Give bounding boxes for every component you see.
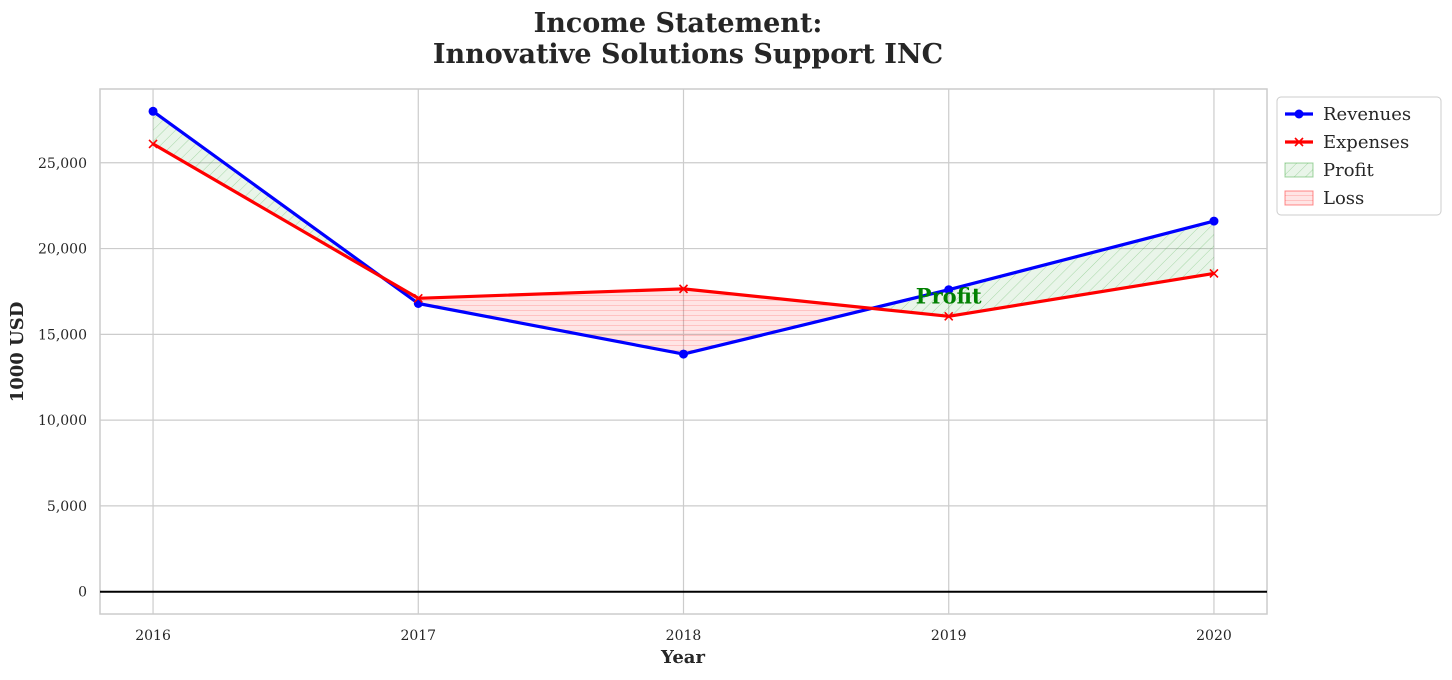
expenses-point <box>678 284 689 294</box>
revenues-point <box>944 285 954 295</box>
legend-profit-label: Profit <box>1323 160 1375 181</box>
x-tick-label: 2016 <box>135 628 171 644</box>
y-tick-label: 20,000 <box>38 242 87 258</box>
x-tick-label: 2017 <box>400 628 436 644</box>
loss-area <box>418 288 684 355</box>
revenues-point <box>413 298 423 308</box>
legend-profit-swatch <box>1284 162 1314 178</box>
legend-loss-swatch <box>1284 190 1314 206</box>
x-axis-label: Year <box>660 647 705 668</box>
chart-title: Income Statement: <box>534 8 823 39</box>
chart-subtitle: Innovative Solutions Support INC <box>433 39 943 70</box>
revenues-point <box>148 106 158 116</box>
expenses-point <box>944 311 954 321</box>
y-tick-label: 15,000 <box>38 327 87 343</box>
revenues-point <box>1209 216 1219 226</box>
x-tick-label: 2019 <box>931 628 967 644</box>
x-tick-label: 2020 <box>1196 628 1232 644</box>
loss-area <box>683 288 872 355</box>
legend-revenues-label: Revenues <box>1323 104 1411 125</box>
legend-revenues-marker <box>1294 109 1304 119</box>
y-axis-label: 1000 USD <box>7 302 28 403</box>
legend-box <box>1276 96 1442 216</box>
legend-loss-label: Loss <box>1323 188 1364 209</box>
y-tick-label: 0 <box>78 585 87 601</box>
plot-area: 0 5,000 10,000 15,000 20,000 25,000 2016 2017 20… <box>38 88 1268 644</box>
expenses-point <box>413 293 423 303</box>
y-tick-label: 10,000 <box>38 413 87 429</box>
y-tick-label: 5,000 <box>47 499 87 515</box>
expenses-point <box>148 139 158 149</box>
expenses-point <box>1209 268 1219 279</box>
legend-expenses-label: Expenses <box>1323 132 1409 153</box>
y-tick-label: 25,000 <box>38 156 87 172</box>
x-tick-label: 2018 <box>666 628 702 644</box>
profit-annotation: Profit <box>916 283 982 308</box>
plot-frame <box>99 88 1268 615</box>
legend-expenses-marker <box>1294 137 1304 147</box>
revenues-point <box>679 349 688 359</box>
legend: Revenues Expenses Profit Loss <box>1276 96 1442 216</box>
profit-area <box>948 221 1214 317</box>
